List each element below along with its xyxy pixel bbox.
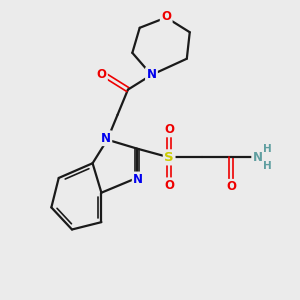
Text: N: N [253,151,262,164]
Text: O: O [161,10,171,22]
Text: O: O [164,123,174,136]
Text: S: S [164,151,174,164]
Text: H: H [263,161,272,171]
Text: H: H [263,143,272,154]
Text: O: O [226,180,236,193]
Text: N: N [146,68,157,81]
Text: N: N [101,132,111,145]
Text: N: N [133,173,143,186]
Text: O: O [164,179,174,192]
Text: O: O [96,68,106,81]
